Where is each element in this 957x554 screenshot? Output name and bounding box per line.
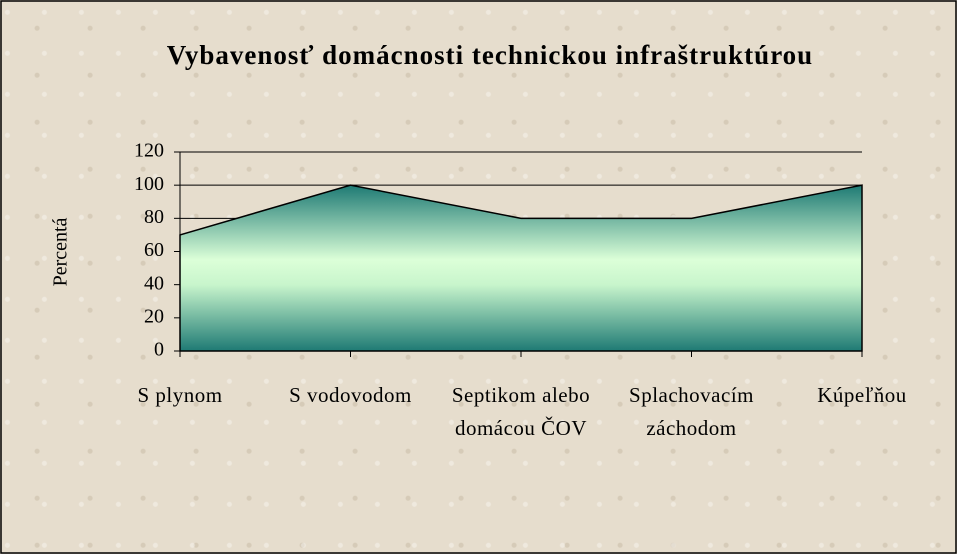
y-tick-label: 20 [144, 305, 164, 327]
chart-title: Vybavenosť domácnosti technickou infrašt… [167, 40, 813, 70]
y-tick-label: 120 [134, 140, 164, 162]
y-tick-label: 40 [144, 272, 164, 294]
x-tick-label: S plynom [137, 383, 223, 407]
y-axis-label: Percentá [50, 217, 72, 286]
x-tick-label: Splachovacím záchodom [629, 383, 754, 440]
x-tick-label: Kúpeľňou [817, 383, 907, 407]
y-tick-label: 0 [154, 339, 164, 361]
y-tick-label: 80 [144, 206, 164, 228]
area [179, 184, 863, 352]
x-tick-label: S vodovodom [289, 383, 412, 407]
y-tick-label: 100 [134, 173, 164, 195]
y-tick-label: 60 [144, 239, 164, 261]
x-tick-label: Septikom alebo domácou ČOV [451, 383, 591, 440]
